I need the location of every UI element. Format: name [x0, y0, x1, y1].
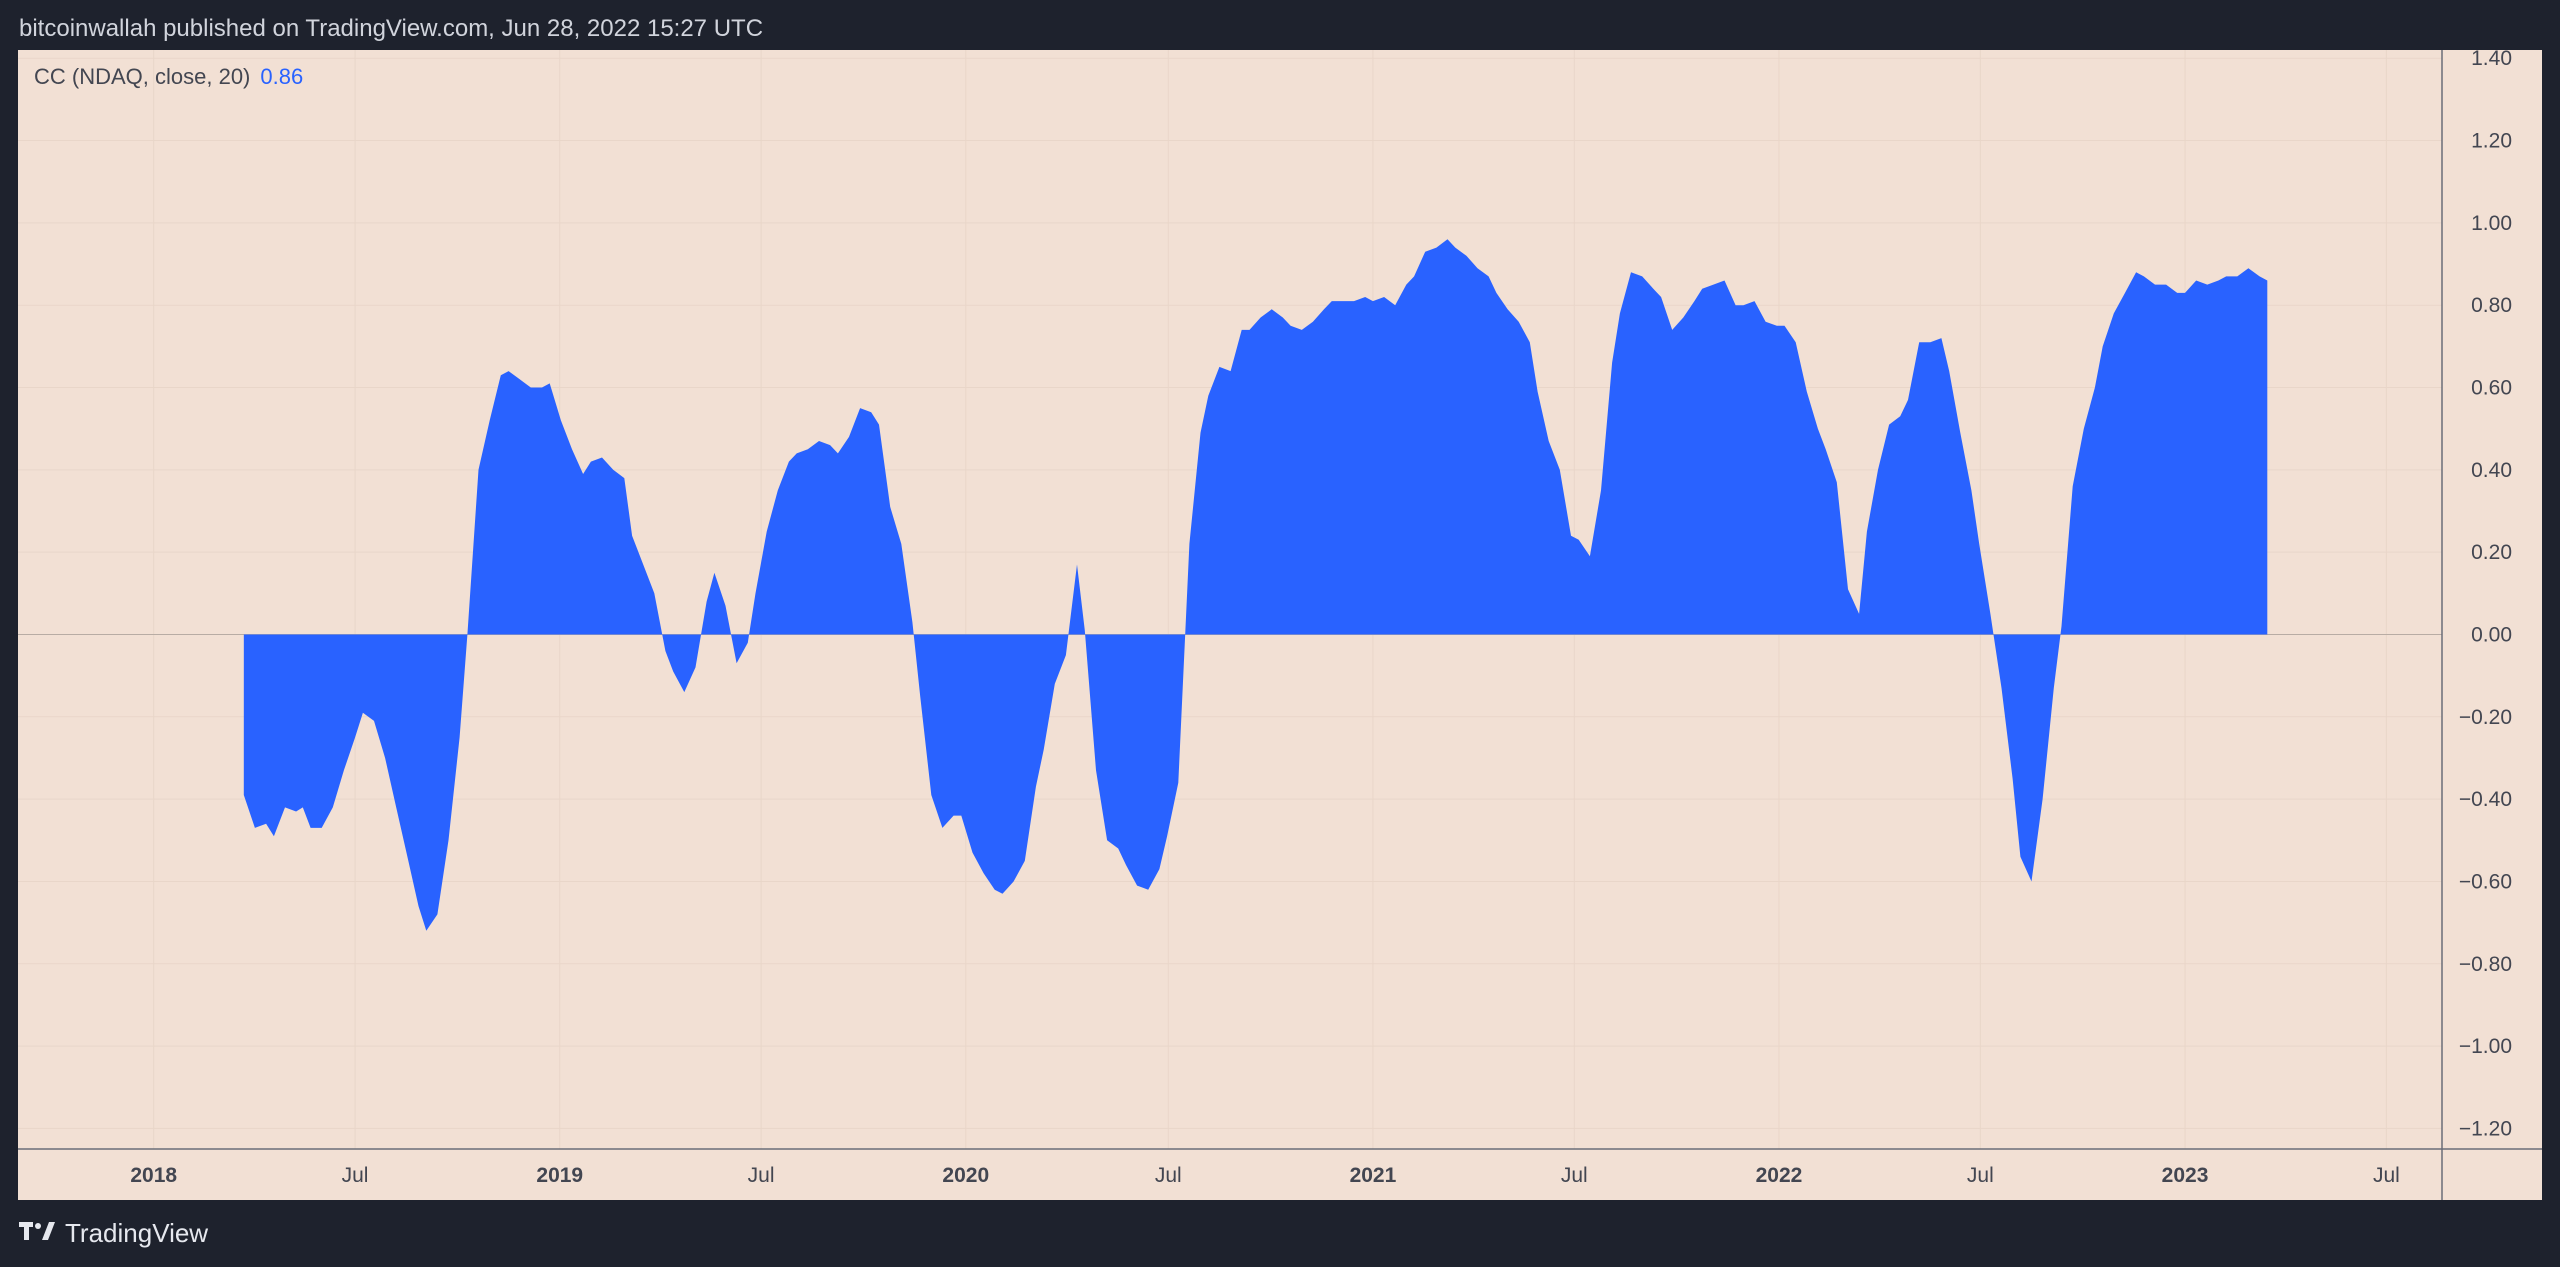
x-tick-label: Jul	[1561, 1164, 1588, 1187]
price-axis-labels: 1.40 1.20 1.00 0.80 0.60 0.40 0.20 0.00 −0.20 −0.…	[2459, 47, 2512, 1140]
x-tick-label: Jul	[342, 1164, 369, 1187]
y-tick-label: 0.20	[2471, 541, 2512, 564]
x-tick-label: Jul	[1155, 1164, 1182, 1187]
brand-name: TradingView	[65, 1218, 209, 1248]
y-tick-label: −1.20	[2459, 1117, 2512, 1140]
indicator-legend[interactable]: CC (NDAQ, close, 20) 0.86	[34, 64, 303, 90]
x-tick-label: 2019	[536, 1164, 583, 1187]
time-axis-labels: 2018 Jul 2019 Jul 2020 Jul 2021 Jul 2022 Jul 2023 J…	[130, 1164, 2399, 1187]
tradingview-logo-icon	[19, 1220, 57, 1247]
correlation-area	[243, 239, 2268, 931]
x-tick-label: Jul	[748, 1164, 775, 1187]
footer-bar: TradingView	[0, 1200, 2560, 1267]
x-tick-label: 2018	[130, 1164, 177, 1187]
y-tick-label: −0.80	[2459, 953, 2512, 976]
y-tick-label: 1.40	[2471, 47, 2512, 70]
y-tick-label: −0.20	[2459, 706, 2512, 729]
y-tick-label: 0.80	[2471, 294, 2512, 317]
indicator-value: 0.86	[260, 64, 304, 89]
y-tick-label: −0.60	[2459, 870, 2512, 893]
publication-header: bitcoinwallah published on TradingView.c…	[0, 0, 2560, 50]
y-tick-label: 0.60	[2471, 377, 2512, 400]
y-tick-label: 0.40	[2471, 459, 2512, 482]
x-tick-label: Jul	[2373, 1164, 2400, 1187]
x-tick-label: 2022	[1756, 1164, 1803, 1187]
publication-text: bitcoinwallah published on TradingView.c…	[19, 15, 764, 42]
x-tick-label: 2020	[942, 1164, 989, 1187]
y-tick-label: −1.00	[2459, 1035, 2512, 1058]
tradingview-brand[interactable]: TradingView	[19, 1218, 208, 1249]
indicator-name: CC (NDAQ, close, 20)	[34, 64, 251, 89]
y-tick-label: −0.40	[2459, 788, 2512, 811]
x-tick-label: Jul	[1967, 1164, 1994, 1187]
x-tick-label: 2023	[2162, 1164, 2209, 1187]
x-tick-label: 2021	[1350, 1164, 1397, 1187]
y-tick-label: 0.00	[2471, 623, 2512, 646]
y-tick-label: 1.00	[2471, 212, 2512, 235]
y-tick-label: 1.20	[2471, 130, 2512, 153]
